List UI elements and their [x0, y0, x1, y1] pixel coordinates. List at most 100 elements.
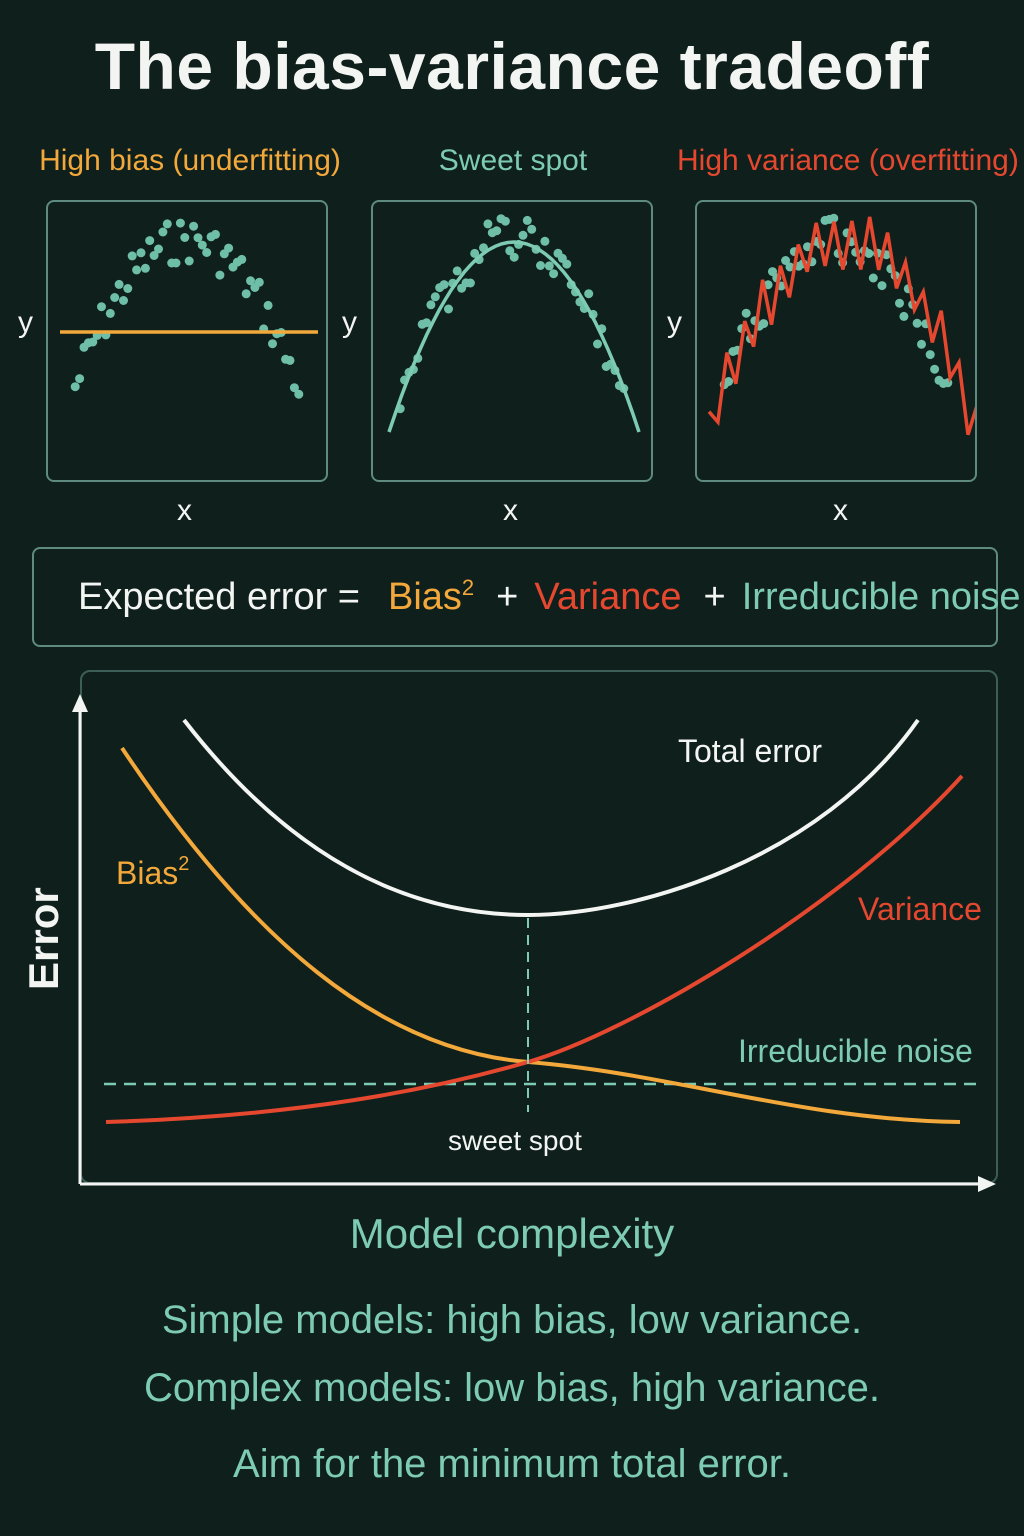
data-point	[241, 289, 251, 299]
data-point	[149, 251, 159, 260]
data-point	[930, 364, 940, 374]
equation-noise: Irreducible noise	[741, 575, 1021, 618]
data-point	[917, 339, 926, 349]
variance-curve	[105, 774, 964, 1124]
data-point	[540, 236, 550, 246]
equation-box: Expected error = Bias2 + Variance + Irre…	[32, 547, 1021, 647]
data-point	[465, 278, 475, 288]
data-point	[145, 236, 155, 246]
data-point	[70, 382, 80, 392]
equation-bias: Bias2	[387, 575, 475, 618]
data-point	[452, 266, 462, 276]
data-point	[215, 270, 225, 280]
data-point	[422, 318, 431, 328]
data-point	[285, 355, 295, 365]
data-point	[110, 293, 120, 302]
panel-3-plot	[707, 213, 979, 436]
data-point	[768, 267, 777, 277]
data-point	[781, 256, 791, 265]
variance-label: Variance	[858, 891, 982, 927]
summary-line-3: Aim for the minimum total error.	[233, 1442, 791, 1486]
bias-label: Bias2	[116, 853, 189, 891]
data-point	[88, 337, 98, 347]
panel-2-y-label: y	[342, 306, 357, 339]
summary-line-2: Complex models: low bias, high variance.	[144, 1366, 880, 1410]
data-point	[263, 300, 273, 310]
data-point	[562, 259, 572, 269]
data-point	[925, 350, 935, 360]
data-point	[877, 281, 887, 291]
data-point	[180, 233, 190, 242]
data-point	[254, 277, 264, 287]
data-point	[184, 256, 194, 266]
data-point	[246, 276, 255, 286]
sweet-spot-label: sweet spot	[448, 1125, 582, 1156]
data-point	[549, 269, 559, 279]
equation-variance: Variance	[534, 575, 682, 618]
data-point	[895, 298, 904, 308]
panel-1-x-label: x	[177, 494, 192, 527]
data-point	[75, 374, 85, 384]
equation-plus-2: +	[703, 575, 726, 618]
page-title: The bias-variance tradeoff	[94, 29, 930, 103]
data-point	[829, 213, 839, 223]
data-point	[158, 227, 168, 237]
summary-line-1: Simple models: high bias, low variance.	[161, 1298, 863, 1342]
panel-sweet-spot	[371, 200, 653, 482]
data-point	[864, 249, 874, 258]
data-point	[289, 383, 299, 393]
data-point	[763, 280, 773, 290]
data-point	[527, 224, 537, 234]
data-point	[189, 221, 199, 231]
data-point	[492, 226, 502, 236]
panel-1-y-label: y	[18, 306, 33, 339]
data-point	[518, 230, 528, 240]
data-point	[899, 311, 909, 321]
overfit-curve	[707, 216, 979, 436]
data-point	[522, 215, 532, 225]
data-point	[123, 284, 133, 293]
data-point	[140, 263, 150, 273]
total-error-curve	[182, 718, 920, 918]
x-axis-arrow	[978, 1176, 996, 1192]
data-point	[505, 246, 515, 256]
data-point	[426, 300, 436, 310]
data-point	[197, 240, 207, 250]
data-point	[237, 254, 247, 264]
data-point	[97, 302, 106, 312]
data-point	[211, 229, 220, 239]
data-point	[544, 261, 554, 271]
data-point	[114, 279, 124, 289]
panel-3-x-label: x	[833, 494, 848, 527]
panel-title-sweet-spot: Sweet spot	[438, 144, 588, 177]
equation-lhs: Expected error =	[78, 575, 360, 618]
panel-title-high-bias: High bias (underfitting)	[39, 144, 341, 177]
data-point	[127, 251, 137, 261]
data-point	[759, 319, 769, 329]
y-axis-label: Error	[20, 887, 67, 990]
data-point	[430, 292, 440, 302]
data-point	[136, 248, 146, 258]
data-point	[294, 389, 304, 399]
equation-plus-1: +	[496, 575, 519, 618]
y-axis-arrow	[72, 694, 88, 712]
data-point	[162, 219, 172, 229]
data-point	[741, 308, 751, 318]
data-point	[500, 216, 510, 226]
data-point	[224, 243, 234, 253]
noise-label: Irreducible noise	[738, 1033, 973, 1069]
panel-2-plot	[387, 214, 641, 433]
data-point	[509, 252, 519, 262]
data-point	[785, 262, 795, 272]
data-point	[584, 289, 594, 299]
data-point	[154, 244, 163, 254]
data-point	[132, 265, 142, 275]
panel-high-bias	[46, 200, 328, 482]
bias-curve	[120, 746, 961, 1124]
data-point	[912, 318, 922, 328]
data-point	[119, 296, 128, 305]
data-point	[175, 218, 185, 228]
total-error-label: Total error	[678, 733, 822, 769]
data-point	[593, 339, 602, 349]
